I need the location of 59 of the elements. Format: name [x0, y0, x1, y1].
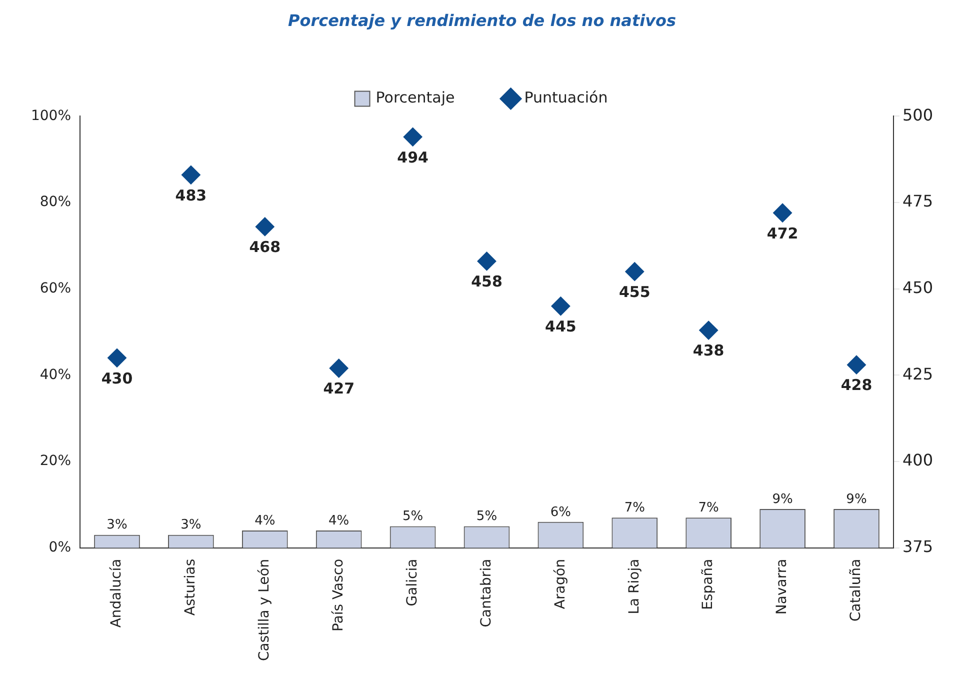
point [773, 203, 792, 222]
x-tick-label: Cataluña [848, 558, 864, 622]
y2-tick-label: 475 [902, 192, 934, 211]
data-label: 458 [471, 272, 502, 291]
point [108, 348, 126, 368]
data-label: 455 [618, 282, 650, 301]
y2-tick-label: 500 [902, 105, 934, 124]
y-tick-label: 60% [40, 280, 72, 296]
legend-label: Puntuación [524, 88, 608, 107]
x-tick-label: Aragón [552, 558, 568, 610]
x-tick-label: Galicia [404, 558, 420, 606]
point [477, 252, 496, 271]
x-tick-label: País Vasco [330, 558, 346, 632]
x-tick-label: Navarra [774, 558, 790, 615]
data-label: 6% [550, 504, 572, 520]
data-label: 427 [323, 380, 354, 398]
data-label: 5% [402, 509, 424, 524]
x-tick-label: Castilla y León [256, 558, 273, 662]
point [329, 358, 348, 378]
point [255, 217, 274, 236]
data-label: 468 [249, 238, 281, 256]
point [181, 165, 200, 184]
data-label: 7% [698, 500, 719, 516]
point [551, 296, 570, 316]
data-label: 5% [476, 509, 498, 524]
point [625, 262, 644, 282]
x-tick-label: Cantabria [478, 558, 494, 628]
data-label: 9% [846, 492, 867, 507]
point [846, 355, 866, 374]
x-tick-label: Asturias [182, 558, 199, 616]
data-label: 438 [692, 342, 724, 360]
data-label: 428 [840, 376, 872, 394]
data-label: 3% [106, 518, 128, 533]
data-label: 483 [175, 186, 207, 204]
y-tick-label: 80% [40, 194, 72, 210]
y-tick-label: 0% [48, 539, 72, 556]
y-tick-label: 20% [40, 453, 72, 470]
y-tick-label: 40% [40, 366, 72, 383]
data-label: 4% [328, 513, 350, 528]
y2-tick-label: 450 [902, 278, 934, 298]
data-label: 3% [180, 518, 202, 533]
data-label: 494 [397, 148, 428, 166]
data-label: 7% [624, 500, 645, 516]
x-tick-label: Andalucía [108, 558, 125, 628]
x-tick-label: La Rioja [626, 558, 642, 614]
y2-tick-label: 375 [902, 536, 934, 556]
x-tick-label: España [700, 558, 716, 610]
legend-label: Porcentaje [376, 88, 455, 107]
point [699, 320, 718, 340]
data-label: 472 [766, 224, 798, 242]
data-label: 9% [772, 492, 793, 507]
point [403, 127, 422, 146]
chart-title: Porcentaje y rendimiento de los no nativos [288, 10, 676, 30]
y-tick-label: 100% [30, 108, 72, 124]
y2-tick-label: 400 [902, 450, 934, 470]
data-label: 445 [545, 318, 576, 336]
y2-tick-label: 425 [902, 364, 934, 384]
data-label: 430 [101, 369, 133, 388]
data-label: 4% [254, 513, 276, 528]
